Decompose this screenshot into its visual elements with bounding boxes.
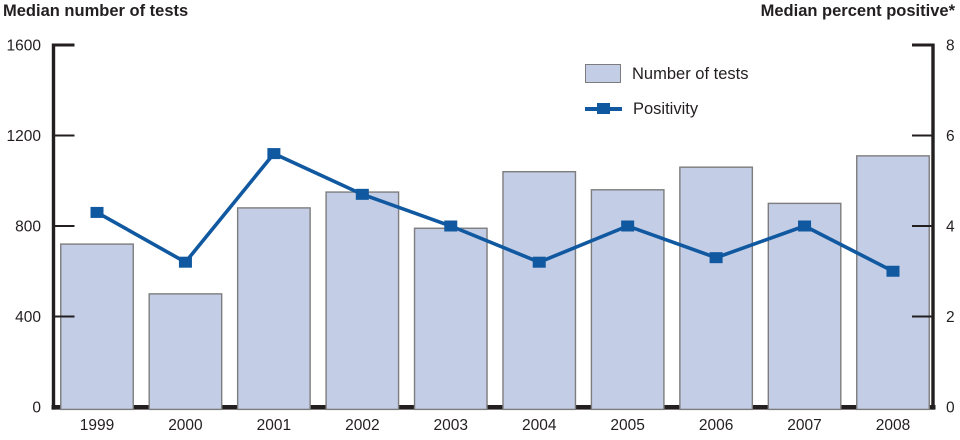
- bar-1999: [60, 243, 134, 411]
- x-axis-baseline: [51, 405, 936, 410]
- positivity-marker-2006: [709, 252, 723, 264]
- y-left-tick-label-0: 0: [32, 400, 41, 417]
- x-tick-label-2000: 2000: [168, 417, 203, 434]
- positivity-marker-2004: [532, 256, 546, 268]
- positivity-marker-2003: [444, 220, 458, 232]
- positivity-marker-2000: [178, 256, 192, 268]
- y-left-tick-label-400: 400: [15, 309, 41, 326]
- y-right-tick-label-2: 2: [946, 309, 955, 326]
- positivity-line: [96, 151, 894, 273]
- y-right-tick-label-6: 6: [946, 128, 955, 145]
- legend-entry-number-of-tests: Number of tests: [585, 63, 748, 84]
- positivity-marker-2005: [621, 220, 635, 232]
- y-right-tick-label-8: 8: [946, 38, 955, 55]
- x-tick-label-2001: 2001: [257, 417, 291, 434]
- x-tick-label-2003: 2003: [434, 417, 468, 434]
- bar-2002: [325, 191, 400, 411]
- legend-bar-swatch-icon: [585, 64, 621, 83]
- positivity-marker-2002: [355, 188, 369, 200]
- y-left-tick-label-1600: 1600: [7, 38, 42, 55]
- x-tick-label-1999: 1999: [80, 417, 114, 434]
- x-tick-label-2008: 2008: [876, 417, 910, 434]
- positivity-marker-1999: [90, 206, 104, 218]
- legend-label-number-of-tests: Number of tests: [632, 64, 749, 83]
- bar-2001: [236, 207, 311, 411]
- y-right-tick-label-0: 0: [946, 400, 955, 417]
- x-tick-label-2005: 2005: [610, 417, 644, 434]
- y-left-tick-label-1200: 1200: [7, 128, 42, 145]
- legend-entry-positivity: Positivity: [585, 98, 748, 119]
- x-tick-label-2002: 2002: [345, 417, 379, 434]
- positivity-marker-2007: [798, 220, 812, 232]
- legend-line-swatch-icon: [585, 103, 622, 114]
- positivity-marker-2001: [267, 148, 281, 160]
- x-tick-label-2007: 2007: [787, 417, 821, 434]
- bar-2000: [148, 293, 223, 411]
- y-left-tick-label-800: 800: [15, 219, 41, 236]
- positivity-marker-2008: [886, 265, 900, 277]
- bar-2004: [502, 170, 577, 411]
- bar-2003: [413, 227, 488, 411]
- y-right-tick-label-4: 4: [946, 219, 955, 236]
- x-tick-label-2004: 2004: [522, 417, 557, 434]
- bar-2006: [679, 166, 754, 411]
- x-tick-label-2006: 2006: [699, 417, 733, 434]
- legend: Number of tests Positivity: [585, 63, 748, 119]
- bar-2008: [856, 155, 930, 411]
- left-axis-title: Median number of tests: [3, 2, 189, 20]
- right-axis-title: Median percent positive*: [760, 2, 955, 20]
- legend-label-positivity: Positivity: [633, 99, 699, 118]
